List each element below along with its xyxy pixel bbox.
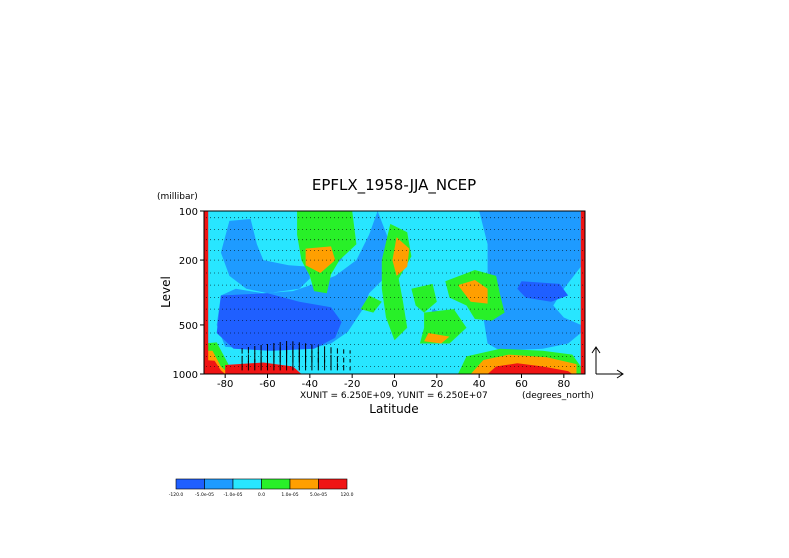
- flux-vectors: [241, 341, 351, 371]
- contour-field: [204, 211, 585, 374]
- color-legend-labels: -120.0 -5.0e-05 -1.0e-05 0.0 1.0e-05 5.0e-05 1…: [169, 492, 354, 498]
- y-unit-label: (millibar): [157, 192, 198, 202]
- x-axis-label: Latitude: [369, 402, 418, 416]
- contour-region-6: [216, 293, 342, 351]
- color-legend: [175, 478, 348, 490]
- x-tick-label-7: 60: [515, 379, 528, 390]
- x-tick-label-0: -80: [217, 379, 233, 390]
- contour-region-24: [204, 211, 209, 374]
- x-tick-label-8: 80: [557, 379, 570, 390]
- y-axis-label: Level: [159, 276, 173, 308]
- legend-label-4: 1.0e-05: [281, 492, 298, 498]
- legend-swatch-1: [204, 478, 234, 490]
- x-tick-label-6: 40: [473, 379, 486, 390]
- y-tick-label-3: 1000: [173, 370, 198, 381]
- x-unit-label: (degrees_north): [522, 391, 594, 401]
- legend-label-3: 0.0: [258, 492, 265, 498]
- legend-swatch-5: [318, 478, 348, 490]
- reference-vector: [591, 346, 624, 379]
- x-axis-ticks: -80 -60 -40 -20 0 20 40 60 80: [217, 374, 570, 390]
- contour-region-19: [424, 333, 450, 344]
- legend-label-6: 120.0: [341, 492, 354, 498]
- y-tick-label-0: 100: [179, 207, 198, 218]
- contour-region-7: [517, 281, 569, 302]
- contour-region-15: [360, 295, 382, 313]
- chart-title: EPFLX_1958-JJA_NCEP: [312, 176, 476, 195]
- x-tick-label-3: -20: [344, 379, 360, 390]
- legend-label-1: -5.0e-05: [195, 492, 214, 498]
- contour-region-10: [411, 283, 437, 313]
- legend-swatch-2: [232, 478, 262, 490]
- contour-region-17: [392, 237, 410, 276]
- vector-scale-text: XUNIT = 6.250E+09, YUNIT = 6.250E+07: [300, 391, 488, 401]
- contour-region-4: [479, 211, 581, 351]
- legend-label-0: -120.0: [169, 492, 184, 498]
- y-tick-label-2: 500: [179, 321, 198, 332]
- contour-region-18: [458, 280, 488, 304]
- legend-label-5: 5.0e-05: [310, 492, 327, 498]
- x-tick-label-4: 0: [391, 379, 397, 390]
- contour-region-25: [580, 211, 585, 374]
- contour-region-1: [220, 219, 310, 294]
- x-tick-label-1: -60: [259, 379, 275, 390]
- legend-swatch-0: [175, 478, 205, 490]
- contour-region-23: [204, 360, 226, 374]
- contour-region-22: [487, 363, 573, 374]
- contour-region-26: [225, 362, 302, 374]
- contour-region-16: [305, 246, 336, 273]
- legend-swatch-3: [261, 478, 291, 490]
- grid-dots: [206, 217, 583, 367]
- legend-label-2: -1.0e-05: [224, 492, 243, 498]
- x-tick-label-2: -40: [302, 379, 318, 390]
- legend-swatch-4: [289, 478, 319, 490]
- y-tick-label-1: 200: [179, 256, 198, 267]
- x-tick-label-5: 20: [430, 379, 443, 390]
- y-axis-ticks: 100 200 500 1000: [173, 207, 204, 381]
